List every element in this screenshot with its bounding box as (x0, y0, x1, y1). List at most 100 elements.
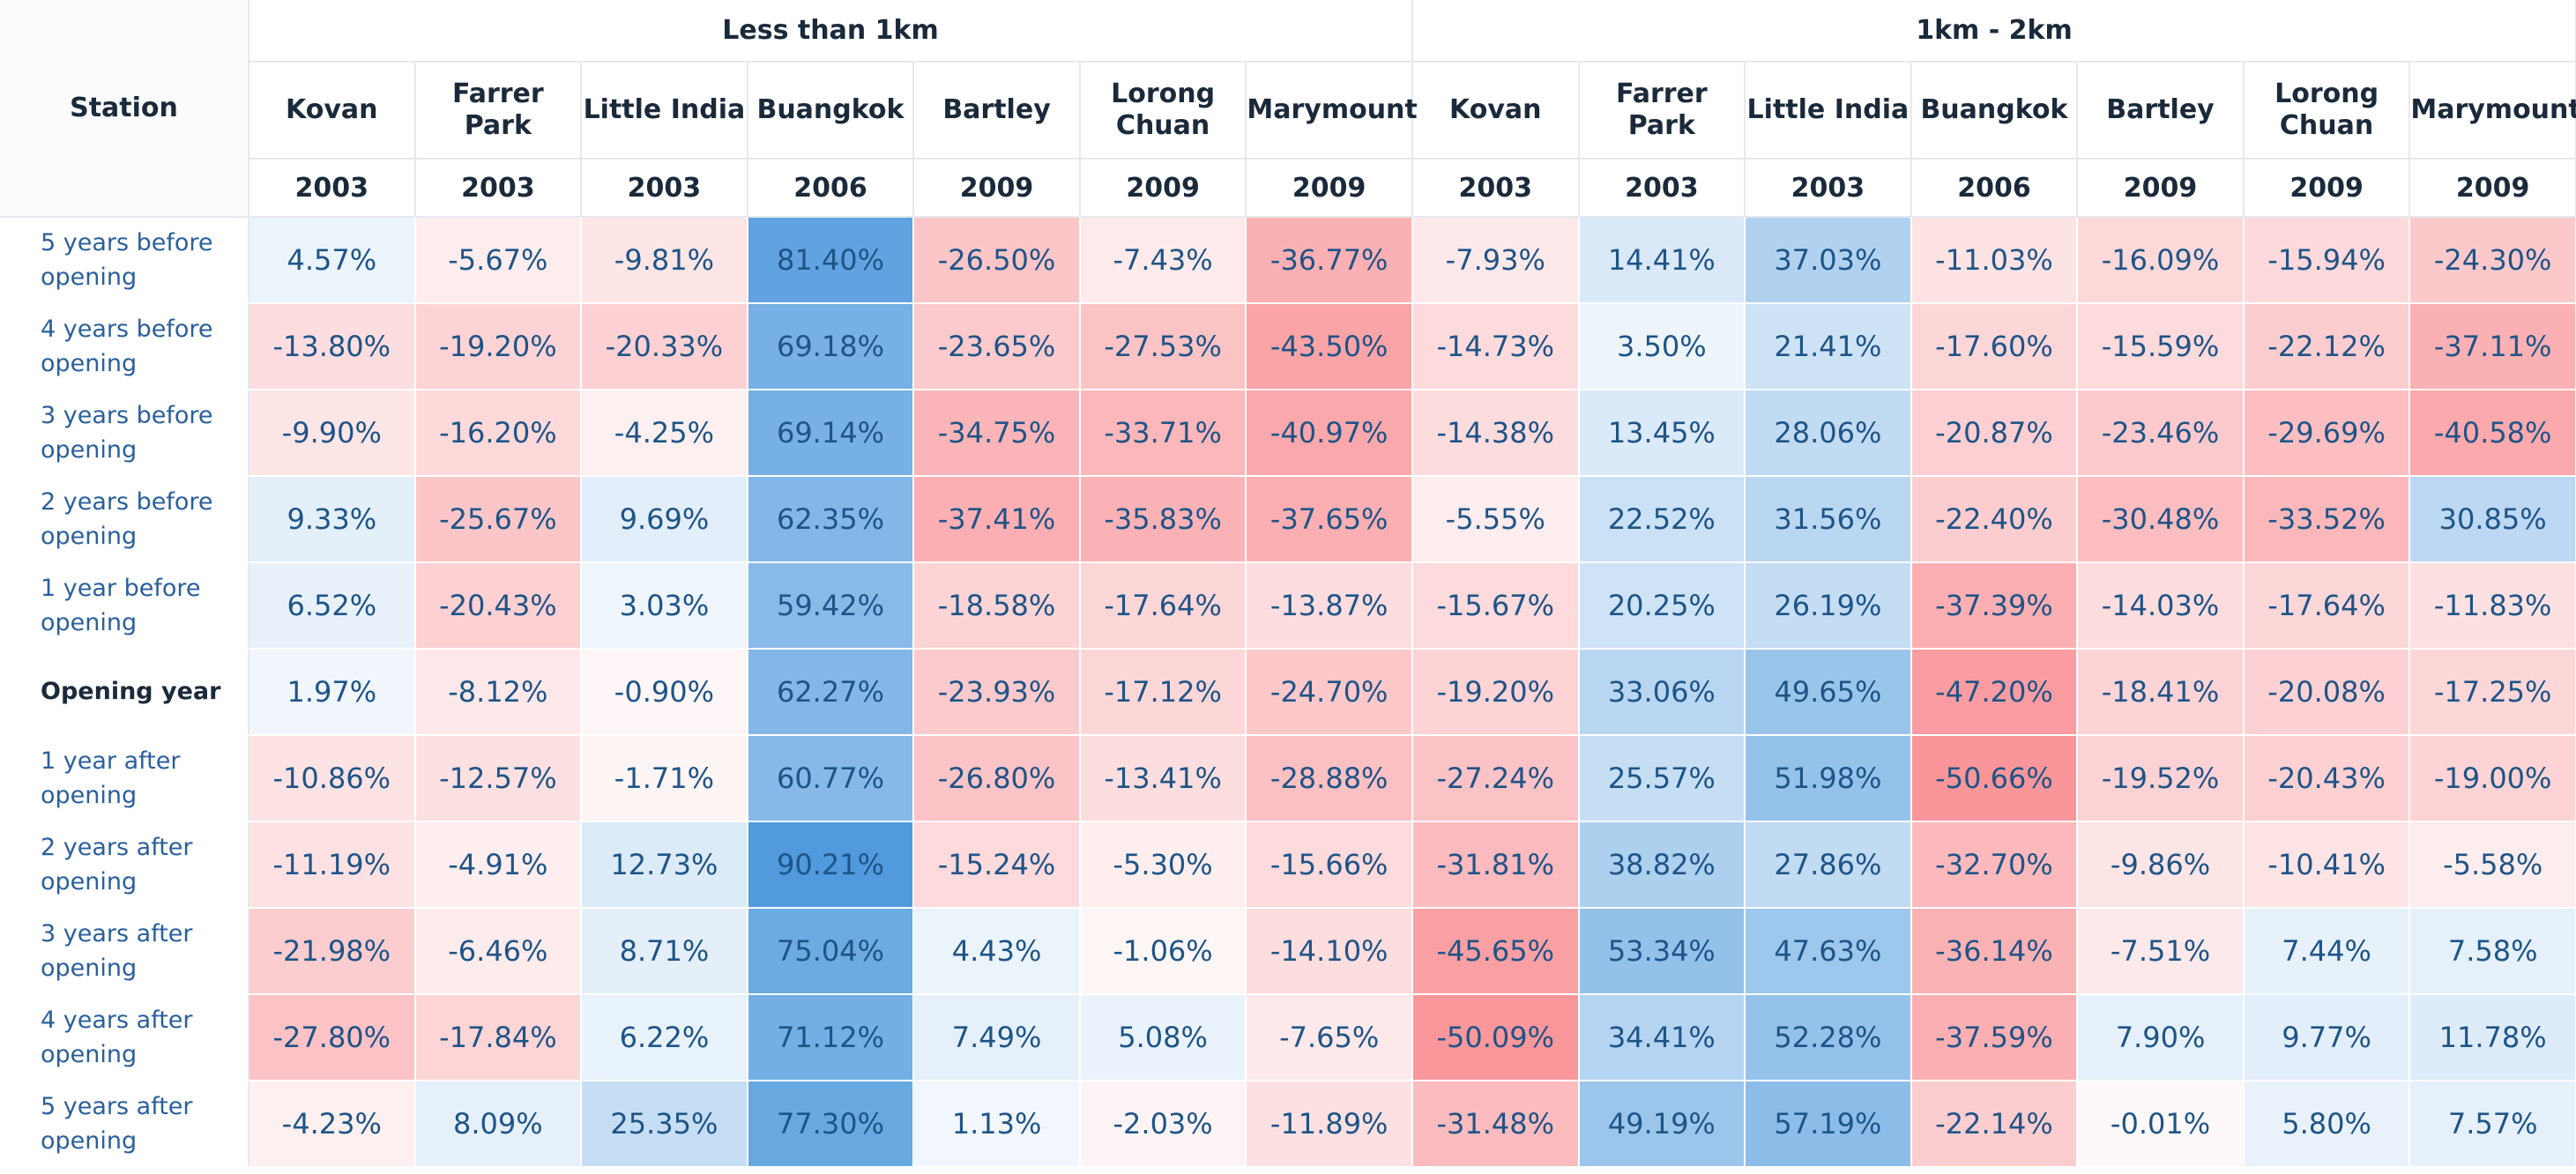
heat-cell-r5-c6: -24.70% (1246, 649, 1413, 736)
heat-cell-r5-c13: -17.25% (2409, 649, 2576, 736)
heat-cell-r8-c5: -1.06% (1079, 908, 1247, 995)
row-label-8: 3 years after opening (0, 908, 249, 995)
heat-cell-r9-c2: 6.22% (581, 994, 748, 1081)
heat-cell-r1-c8: 3.50% (1578, 303, 1746, 390)
column-station-10: Buangkok (1910, 62, 2079, 160)
heat-cell-r5-c9: 49.65% (1745, 649, 1912, 736)
heat-cell-r5-c8: 33.06% (1578, 649, 1746, 736)
row-label-4: 1 year before opening (0, 562, 249, 650)
heat-cell-r4-c2: 3.03% (581, 562, 748, 650)
heat-cell-r2-c11: -23.46% (2077, 390, 2245, 477)
heat-cell-r6-c4: -26.80% (913, 735, 1081, 822)
heat-cell-r0-c11: -16.09% (2077, 217, 2245, 304)
heat-cell-r2-c5: -33.71% (1079, 390, 1247, 477)
heat-cell-r2-c9: 28.06% (1745, 390, 1912, 477)
column-station-5: Lorong Chuan (1079, 62, 1247, 160)
column-year-10: 2006 (1910, 159, 2079, 218)
table-row: 1 year after opening -10.86% -12.57% -1.71%… (0, 735, 2576, 822)
heat-cell-r9-c6: -7.65% (1246, 994, 1413, 1081)
heat-cell-r0-c4: -26.50% (913, 217, 1081, 304)
row-label-5: Opening year (0, 649, 249, 736)
heat-cell-r7-c4: -15.24% (913, 821, 1081, 909)
heat-cell-r1-c12: -22.12% (2243, 303, 2411, 390)
heat-cell-r2-c6: -40.97% (1246, 390, 1413, 477)
heat-cell-r7-c12: -10.41% (2243, 821, 2411, 909)
heat-cell-r9-c0: -27.80% (249, 994, 416, 1081)
heat-cell-r8-c7: -45.65% (1411, 908, 1580, 995)
heat-cell-r8-c12: 7.44% (2243, 908, 2411, 995)
row-label-9: 4 years after opening (0, 994, 249, 1081)
heat-cell-r4-c5: -17.64% (1079, 562, 1247, 650)
heat-cell-r3-c9: 31.56% (1745, 476, 1912, 563)
heat-cell-r5-c5: -17.12% (1079, 649, 1247, 736)
row-label-6: 1 year after opening (0, 735, 249, 822)
heat-cell-r5-c10: -47.20% (1910, 649, 2079, 736)
heat-cell-r9-c11: 7.90% (2077, 994, 2245, 1081)
heat-cell-r6-c2: -1.71% (581, 735, 748, 822)
heat-cell-r4-c10: -37.39% (1910, 562, 2079, 650)
heat-cell-r0-c8: 14.41% (1578, 217, 1746, 304)
heat-cell-r8-c8: 53.34% (1578, 908, 1746, 995)
heat-cell-r3-c6: -37.65% (1246, 476, 1413, 563)
table-row: Opening year 1.97% -8.12% -0.90% 62.27% -23.9… (0, 649, 2576, 736)
heat-cell-r10-c5: -2.03% (1079, 1081, 1247, 1168)
heat-cell-r1-c10: -17.60% (1910, 303, 2079, 390)
heat-cell-r6-c8: 25.57% (1578, 735, 1746, 822)
heat-cell-r0-c6: -36.77% (1246, 217, 1413, 304)
column-year-1: 2003 (414, 159, 583, 218)
group-header-1: 1km - 2km (1411, 0, 2576, 63)
heat-cell-r3-c4: -37.41% (913, 476, 1081, 563)
heat-cell-r5-c7: -19.20% (1411, 649, 1580, 736)
heat-cell-r1-c11: -15.59% (2077, 303, 2245, 390)
heat-cell-r7-c9: 27.86% (1745, 821, 1912, 909)
heat-cell-r6-c3: 60.77% (747, 735, 915, 822)
heat-cell-r4-c3: 59.42% (747, 562, 915, 650)
heat-cell-r7-c5: -5.30% (1079, 821, 1247, 909)
heat-cell-r4-c0: 6.52% (249, 562, 416, 650)
heat-cell-r8-c2: 8.71% (581, 908, 748, 995)
heat-cell-r2-c10: -20.87% (1910, 390, 2079, 477)
column-station-1: Farrer Park (414, 62, 583, 160)
table-row: 4 years after opening -27.80% -17.84% 6.22%… (0, 994, 2576, 1081)
column-station-6: Marymount (1246, 62, 1418, 160)
column-year-11: 2009 (2077, 159, 2245, 218)
heat-cell-r8-c6: -14.10% (1246, 908, 1413, 995)
column-station-8: Farrer Park (1578, 62, 1746, 160)
heat-cell-r10-c9: 57.19% (1745, 1081, 1912, 1168)
row-label-7: 2 years after opening (0, 821, 249, 909)
column-year-4: 2009 (913, 159, 1081, 218)
heat-cell-r5-c1: -8.12% (414, 649, 583, 736)
heat-cell-r3-c11: -30.48% (2077, 476, 2245, 563)
heat-cell-r5-c2: -0.90% (581, 649, 748, 736)
heat-cell-r3-c12: -33.52% (2243, 476, 2411, 563)
heat-cell-r5-c12: -20.08% (2243, 649, 2411, 736)
heat-cell-r6-c1: -12.57% (414, 735, 583, 822)
table-row: 4 years before opening -13.80% -19.20% -20.… (0, 303, 2576, 390)
group-header-0: Less than 1km (249, 0, 1413, 63)
heat-cell-r6-c0: -10.86% (249, 735, 416, 822)
row-header-label: Station (0, 0, 249, 218)
column-year-6: 2009 (1246, 159, 1413, 218)
heat-cell-r7-c13: -5.58% (2409, 821, 2576, 909)
heat-cell-r8-c9: 47.63% (1745, 908, 1912, 995)
heat-cell-r0-c5: -7.43% (1079, 217, 1247, 304)
heatmap-header: Station Less than 1km 1km - 2km Kovan Farrer… (0, 0, 2576, 218)
row-label-3: 2 years before opening (0, 476, 249, 563)
heat-cell-r6-c13: -19.00% (2409, 735, 2576, 822)
table-row: 3 years after opening -21.98% -6.46% 8.71% 7… (0, 908, 2576, 995)
heat-cell-r3-c7: -5.55% (1411, 476, 1580, 563)
heat-cell-r0-c10: -11.03% (1910, 217, 2079, 304)
heat-cell-r1-c7: -14.73% (1411, 303, 1580, 390)
heat-cell-r1-c13: -37.11% (2409, 303, 2576, 390)
column-station-13: Marymount (2409, 62, 2576, 160)
row-label-0: 5 years before opening (0, 217, 249, 304)
heat-cell-r2-c12: -29.69% (2243, 390, 2411, 477)
heat-cell-r0-c13: -24.30% (2409, 217, 2576, 304)
heat-cell-r8-c1: -6.46% (414, 908, 583, 995)
heat-cell-r6-c5: -13.41% (1079, 735, 1247, 822)
heat-cell-r10-c10: -22.14% (1910, 1081, 2079, 1168)
heat-cell-r4-c7: -15.67% (1411, 562, 1580, 650)
heat-cell-r9-c8: 34.41% (1578, 994, 1746, 1081)
table-row: 5 years after opening -4.23% 8.09% 25.35% 77… (0, 1081, 2576, 1168)
